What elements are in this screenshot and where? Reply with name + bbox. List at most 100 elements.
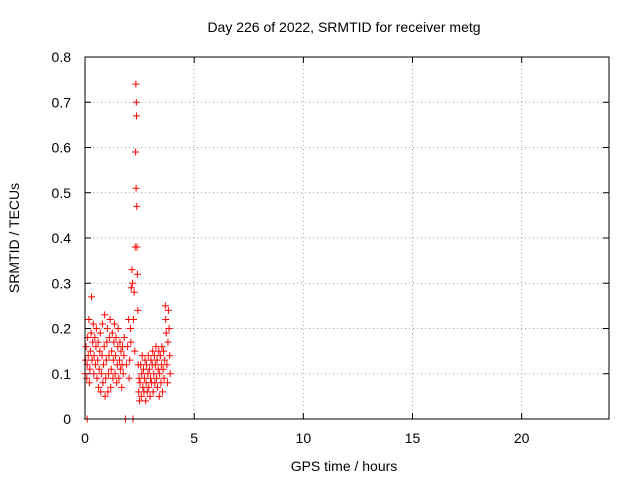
data-point [132, 80, 140, 88]
data-point [143, 388, 151, 396]
data-point [153, 356, 161, 364]
data-point [85, 379, 93, 387]
data-point [99, 379, 107, 387]
data-point [127, 338, 135, 346]
grid [85, 57, 609, 419]
data-point [86, 347, 94, 355]
data-point [160, 374, 168, 382]
data-point [149, 347, 157, 355]
x-tick-label: 5 [190, 430, 198, 446]
data-point [137, 392, 145, 400]
data-point [165, 325, 173, 332]
data-point [129, 315, 137, 323]
data-point [128, 266, 136, 274]
data-point [125, 374, 133, 382]
data-point [90, 352, 98, 360]
data-point [129, 279, 137, 287]
data-point [146, 392, 154, 400]
y-tick-label: 0 [63, 411, 71, 427]
data-point [157, 379, 165, 387]
data-point [151, 361, 159, 369]
data-point [151, 379, 159, 387]
data-point [96, 329, 104, 337]
data-point [133, 270, 141, 278]
data-point [161, 302, 169, 310]
data-point [92, 325, 100, 332]
data-point [134, 306, 142, 314]
data-point [98, 352, 106, 360]
data-point [132, 98, 140, 106]
data-point [156, 370, 164, 378]
y-tick-label: 0.1 [52, 366, 72, 382]
data-point [83, 374, 91, 382]
data-point [91, 334, 99, 342]
data-point [102, 356, 110, 364]
data-point [122, 361, 130, 369]
data-point [110, 338, 118, 346]
x-tick-label: 10 [296, 430, 312, 446]
y-tick-label: 0.7 [52, 94, 72, 110]
data-point [96, 347, 104, 355]
data-point [110, 320, 118, 328]
data-point [101, 392, 109, 400]
data-point [109, 356, 117, 364]
data-point [95, 383, 103, 391]
data-point [100, 361, 108, 369]
data-point [82, 343, 90, 351]
data-point [105, 352, 113, 360]
data-point [140, 365, 148, 373]
data-point [130, 288, 138, 296]
data-point [107, 365, 115, 373]
data-point [91, 361, 99, 369]
data-point [144, 370, 152, 378]
y-axis-label: SRMTID / TECUs [6, 183, 22, 293]
data-point [108, 329, 116, 337]
data-point [161, 356, 169, 364]
data-point [164, 338, 172, 346]
data-point [162, 315, 170, 323]
data-point [141, 356, 149, 364]
data-point [105, 334, 113, 342]
data-point [164, 306, 172, 314]
data-point [97, 388, 105, 396]
data-point [142, 397, 150, 405]
data-point [145, 365, 153, 373]
data-point [119, 370, 127, 378]
data-point [103, 338, 111, 346]
data-point [104, 388, 112, 396]
data-point [94, 356, 102, 364]
data-point [117, 347, 125, 355]
data-point [90, 370, 98, 378]
data-point [106, 315, 114, 323]
data-point [160, 347, 168, 355]
y-tick-label: 0.2 [52, 321, 72, 337]
y-tick-label: 0.3 [52, 275, 72, 291]
data-point [95, 365, 103, 373]
data-point [100, 343, 108, 351]
data-point [150, 370, 158, 378]
data-point [126, 356, 134, 364]
data-point [103, 325, 111, 332]
data-point [166, 370, 174, 378]
data-point [166, 352, 174, 360]
data-point [132, 148, 140, 156]
data-point [109, 374, 117, 382]
data-point [94, 338, 102, 346]
data-point [136, 397, 144, 405]
data-point [159, 365, 167, 373]
data-point [137, 361, 145, 369]
data-point [127, 284, 135, 292]
data-point [85, 315, 93, 323]
data-point [139, 383, 147, 391]
data-point [147, 374, 154, 382]
data-point [162, 329, 170, 337]
data-point [138, 370, 146, 378]
data-point [84, 352, 92, 360]
data-point [97, 370, 105, 378]
data-point [133, 112, 141, 120]
data-point [114, 325, 122, 332]
data-point [101, 311, 109, 319]
data-points [81, 80, 174, 423]
data-point [86, 365, 94, 373]
data-point [124, 343, 132, 351]
